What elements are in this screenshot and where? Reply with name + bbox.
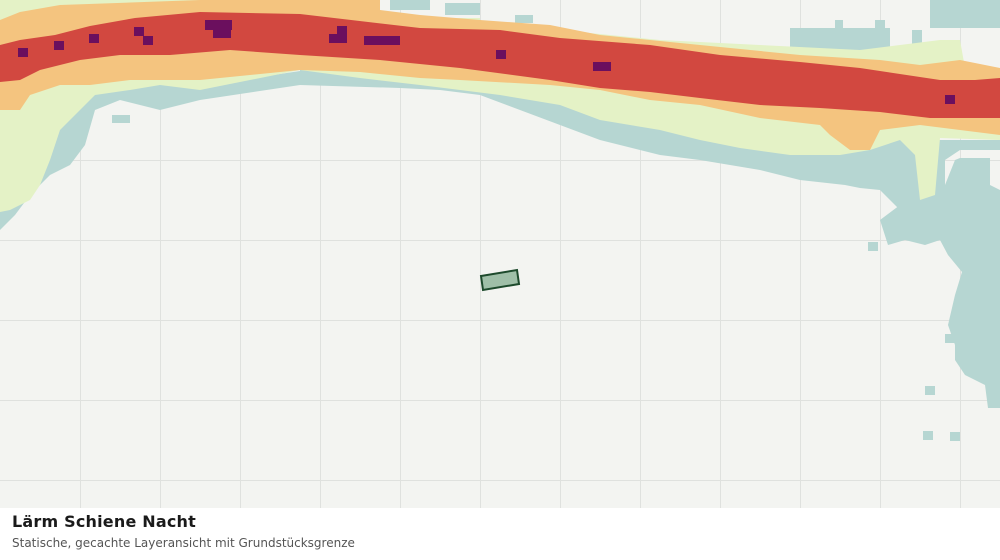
layer-title: Lärm Schiene Nacht: [12, 512, 196, 531]
layer-subtitle: Statische, gecachte Layeransicht mit Gru…: [12, 536, 355, 550]
caption: Lärm Schiene Nacht Statische, gecachte L…: [12, 512, 988, 550]
noise-class-high: [0, 12, 1000, 118]
map-view: [0, 0, 1000, 508]
parcel-boundary: [479, 268, 521, 292]
noise-class-very-high: [18, 20, 955, 104]
